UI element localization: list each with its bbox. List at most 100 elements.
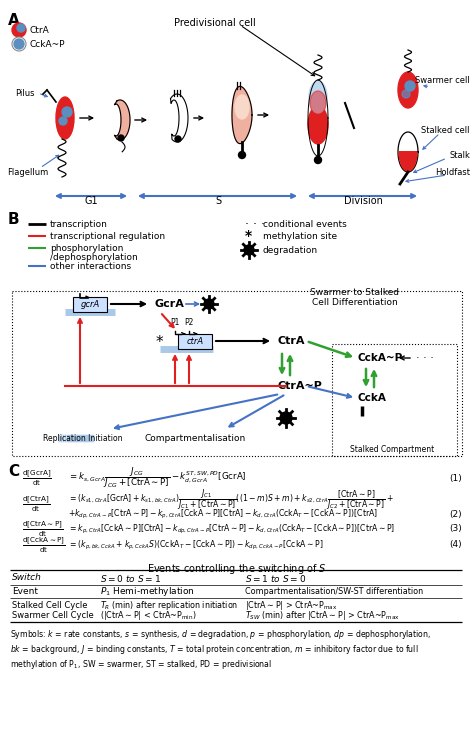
FancyBboxPatch shape xyxy=(178,334,212,349)
Text: Compartmentalisation/SW-ST differentiation: Compartmentalisation/SW-ST differentiati… xyxy=(245,587,423,596)
Text: Switch: Switch xyxy=(12,574,42,583)
Ellipse shape xyxy=(308,106,328,144)
Circle shape xyxy=(175,136,181,142)
Text: gcrA: gcrA xyxy=(81,300,100,309)
Text: (3): (3) xyxy=(449,525,462,533)
Text: CckA~P: CckA~P xyxy=(30,39,65,48)
Circle shape xyxy=(402,90,410,98)
Text: /dephosphorylation: /dephosphorylation xyxy=(50,252,138,261)
Polygon shape xyxy=(171,94,188,142)
Circle shape xyxy=(12,23,26,37)
Text: $= (k_{s1,CtrA}\mathrm{[GcrA]} + k_{s1,bk,CtrA})\dfrac{J_{C1}}{J_{C1}+\mathrm{[C: $= (k_{s1,CtrA}\mathrm{[GcrA]} + k_{s1,b… xyxy=(68,488,394,512)
Circle shape xyxy=(244,245,254,255)
Circle shape xyxy=(280,412,292,424)
Text: ($|\mathrm{CtrA{\sim}P}|$ < CtrA~P$_{\min}$): ($|\mathrm{CtrA{\sim}P}|$ < CtrA~P$_{\mi… xyxy=(100,608,197,621)
Polygon shape xyxy=(399,152,417,171)
Circle shape xyxy=(204,299,214,309)
Text: P2: P2 xyxy=(184,318,194,327)
Text: Predivisional cell: Predivisional cell xyxy=(174,18,256,28)
Text: Swarmer cell: Swarmer cell xyxy=(415,75,470,84)
Text: methylation site: methylation site xyxy=(263,231,337,240)
Text: CtrA: CtrA xyxy=(278,336,306,346)
Text: Symbols: $k$ = rate constants, $s$ = synthesis, $d$ = degradation, $p$ = phospho: Symbols: $k$ = rate constants, $s$ = syn… xyxy=(10,628,431,671)
Circle shape xyxy=(12,37,26,51)
Text: $= k_{p,CtrA}\mathrm{[CckA{\sim}P][CtrA]}- k_{dp,CtrA{\sim}P}\mathrm{[CtrA{\sim}: $= k_{p,CtrA}\mathrm{[CckA{\sim}P][CtrA]… xyxy=(68,523,395,535)
Text: Stalked Cell Cycle: Stalked Cell Cycle xyxy=(12,602,88,611)
Text: CckA: CckA xyxy=(358,393,387,403)
Text: Stalked Compartment: Stalked Compartment xyxy=(350,445,434,454)
Ellipse shape xyxy=(235,95,249,119)
Text: P1: P1 xyxy=(170,318,180,327)
Text: *: * xyxy=(245,229,252,243)
Text: other interactions: other interactions xyxy=(50,261,131,270)
Text: $S = 0$ to $S = 1$: $S = 0$ to $S = 1$ xyxy=(100,572,161,584)
Text: $T_R$ (min) after replication initiation: $T_R$ (min) after replication initiation xyxy=(100,599,238,612)
Text: $P_1$ Hemi-methylation: $P_1$ Hemi-methylation xyxy=(100,586,195,599)
Text: *: * xyxy=(155,334,163,349)
Circle shape xyxy=(17,24,25,32)
Text: GcrA: GcrA xyxy=(155,299,185,309)
Text: $\frac{\mathrm{d[CtrA]}}{\mathrm{dt}}$: $\frac{\mathrm{d[CtrA]}}{\mathrm{dt}}$ xyxy=(22,494,50,514)
Text: Holdfast: Holdfast xyxy=(435,167,470,176)
Text: $+ k_{dp,CtrA{\sim}P}\mathrm{[CtrA{\sim}P]}- k_{p,CtrA}\mathrm{[CckA{\sim}P][Ctr: $+ k_{dp,CtrA{\sim}P}\mathrm{[CtrA{\sim}… xyxy=(68,508,378,520)
Text: Swarmer to Stalked: Swarmer to Stalked xyxy=(310,288,400,297)
Circle shape xyxy=(59,117,67,125)
Text: Stalk: Stalk xyxy=(449,151,470,160)
Ellipse shape xyxy=(56,97,74,139)
Text: Stalked cell: Stalked cell xyxy=(421,126,470,135)
Text: transcriptional regulation: transcriptional regulation xyxy=(50,231,165,240)
Text: Cell Differentiation: Cell Differentiation xyxy=(312,298,398,307)
Text: B: B xyxy=(8,212,19,227)
Circle shape xyxy=(405,81,415,91)
Text: transcription: transcription xyxy=(50,220,108,228)
Text: A: A xyxy=(8,13,20,28)
Text: degradation: degradation xyxy=(263,245,318,255)
FancyBboxPatch shape xyxy=(62,434,90,442)
Text: $= k_{s,GcrA}\dfrac{J_{CG}}{J_{CG}+\mathrm{[CtrA{\sim}P]}} - k_{d,GcrA}^{ST,SW,P: $= k_{s,GcrA}\dfrac{J_{CG}}{J_{CG}+\math… xyxy=(68,465,246,490)
Text: Replication Initiation: Replication Initiation xyxy=(43,434,123,443)
Text: C: C xyxy=(8,464,19,479)
Text: Pilus: Pilus xyxy=(16,89,35,97)
Text: · · ·: · · · xyxy=(416,353,434,363)
Ellipse shape xyxy=(309,81,327,113)
Circle shape xyxy=(62,107,72,117)
Text: Events controlling the switching of $S$: Events controlling the switching of $S$ xyxy=(147,562,327,576)
Circle shape xyxy=(238,151,246,158)
FancyBboxPatch shape xyxy=(60,434,88,442)
Text: $T_{SW}$ (min) after $|\mathrm{CtrA{\sim}P}|$ > CtrA~P$_{\max}$: $T_{SW}$ (min) after $|\mathrm{CtrA{\sim… xyxy=(245,608,400,621)
Polygon shape xyxy=(232,87,252,144)
Ellipse shape xyxy=(398,72,418,108)
Text: G1: G1 xyxy=(84,196,98,206)
Text: · · ·: · · · xyxy=(245,218,265,230)
Circle shape xyxy=(14,39,24,49)
Text: $\frac{\mathrm{d[CckA{\sim}P]}}{\mathrm{dt}}$: $\frac{\mathrm{d[CckA{\sim}P]}}{\mathrm{… xyxy=(22,535,66,555)
Text: CckA~P: CckA~P xyxy=(358,353,403,363)
Text: S: S xyxy=(215,196,221,206)
Text: (4): (4) xyxy=(449,541,462,550)
Text: Division: Division xyxy=(344,196,383,206)
Text: Event: Event xyxy=(12,587,38,596)
Text: $S = 1$ to $S = 0$: $S = 1$ to $S = 0$ xyxy=(245,572,306,584)
Text: (1): (1) xyxy=(449,474,462,483)
Text: CtrA: CtrA xyxy=(30,26,50,35)
Circle shape xyxy=(118,135,124,141)
Text: $\frac{\mathrm{d[CtrA{\sim}P]}}{\mathrm{dt}}$: $\frac{\mathrm{d[CtrA{\sim}P]}}{\mathrm{… xyxy=(22,519,64,539)
FancyBboxPatch shape xyxy=(58,434,86,442)
Polygon shape xyxy=(114,100,130,140)
Text: conditional events: conditional events xyxy=(263,220,347,228)
Text: ctrA: ctrA xyxy=(186,337,203,346)
Text: CtrA~P: CtrA~P xyxy=(278,381,323,391)
Text: Compartmentalisation: Compartmentalisation xyxy=(145,434,246,443)
Text: Swarmer Cell Cycle: Swarmer Cell Cycle xyxy=(12,611,94,620)
Polygon shape xyxy=(398,132,418,172)
Text: phosphorylation: phosphorylation xyxy=(50,243,123,252)
Circle shape xyxy=(315,157,321,163)
Text: $\frac{\mathrm{d[GcrA]}}{\mathrm{dt}}$: $\frac{\mathrm{d[GcrA]}}{\mathrm{dt}}$ xyxy=(22,468,52,488)
FancyBboxPatch shape xyxy=(66,434,94,442)
FancyBboxPatch shape xyxy=(73,297,107,312)
Text: $|\mathrm{CtrA{\sim}P}|$ > CtrA~P$_{\max}$: $|\mathrm{CtrA{\sim}P}|$ > CtrA~P$_{\max… xyxy=(245,599,337,612)
FancyBboxPatch shape xyxy=(64,434,92,442)
Text: $= (k_{p,bk,CckA} + k_{p,CckA}S)(\mathrm{CckA}_T - \mathrm{[CckA{\sim}P]})- k_{d: $= (k_{p,bk,CckA} + k_{p,CckA}S)(\mathrm… xyxy=(68,538,323,551)
Text: Flagellum: Flagellum xyxy=(8,168,49,177)
Text: (2): (2) xyxy=(449,510,462,519)
